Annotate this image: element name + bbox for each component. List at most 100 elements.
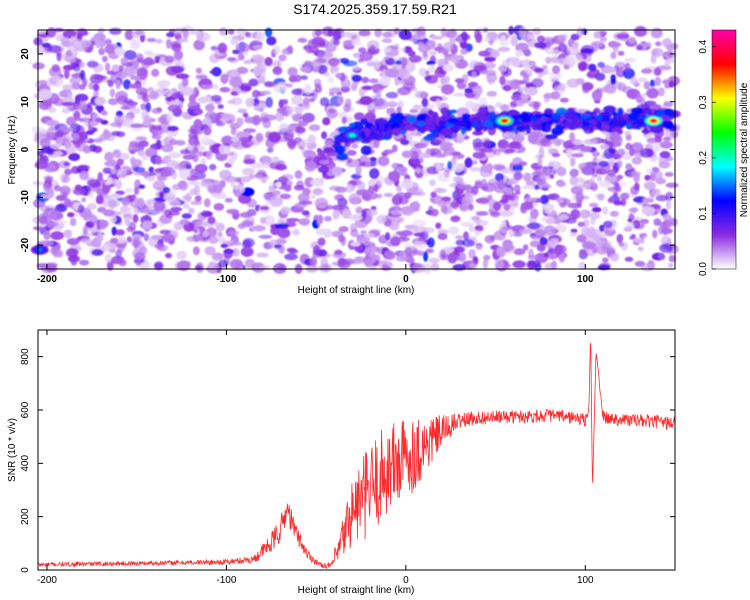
- heatmap-cell: [232, 49, 240, 55]
- heatmap-cell: [253, 174, 264, 179]
- heatmap-cell: [167, 104, 181, 113]
- heatmap-cell: [314, 83, 322, 88]
- heatmap-cell: [394, 60, 402, 65]
- heatmap-cell: [625, 142, 633, 151]
- heatmap-cell: [433, 187, 447, 194]
- heatmap-cell: [310, 179, 322, 186]
- heatmap-cell: [652, 170, 663, 180]
- heatmap-cell: [486, 90, 498, 97]
- heatmap-cell: [101, 242, 116, 252]
- heatmap-cell: [669, 43, 679, 50]
- heatmap-cell: [386, 107, 396, 115]
- heatmap-cell: [261, 179, 267, 184]
- heatmap-cell: [242, 112, 249, 118]
- heatmap-cell: [126, 226, 136, 233]
- heatmap-cell: [510, 35, 518, 47]
- heatmap-cell: [334, 249, 343, 256]
- heatmap-cell: [475, 211, 489, 216]
- heatmap-cell: [235, 42, 250, 54]
- heatmap-cell: [644, 181, 656, 190]
- heatmap-cell: [193, 109, 203, 115]
- colorbar-tick-label: 0.4: [698, 39, 709, 53]
- heatmap-cell: [564, 111, 577, 121]
- heatmap-cell: [129, 75, 141, 81]
- heatmap-cell: [319, 159, 330, 165]
- heatmap-cell: [659, 243, 673, 253]
- heatmap-cell: [49, 210, 63, 221]
- heatmap-cell: [145, 102, 151, 113]
- heatmap-cell: [71, 82, 81, 90]
- heatmap-cell: [193, 118, 203, 130]
- heatmap-cell: [124, 29, 134, 41]
- heatmap-cell: [449, 109, 458, 114]
- heatmap-cell: [93, 75, 107, 80]
- heatmap-cell: [104, 160, 116, 167]
- heatmap-cell: [430, 208, 439, 217]
- heatmap-cell: [360, 145, 372, 156]
- heatmap-cell: [234, 189, 242, 198]
- x-tick-label: 0: [403, 575, 409, 586]
- heatmap-cell: [416, 26, 426, 37]
- heatmap-cell: [239, 212, 253, 218]
- heatmap-cell: [64, 143, 77, 155]
- heatmap-cell: [272, 190, 282, 196]
- heatmap-cell: [165, 65, 179, 76]
- heatmap-cell: [218, 144, 227, 155]
- heatmap-cell: [93, 90, 100, 97]
- heatmap-cell: [548, 193, 560, 201]
- heatmap-cell: [539, 138, 552, 147]
- heatmap-cell: [642, 197, 655, 203]
- heatmap-cell: [499, 210, 514, 217]
- heatmap-cell: [314, 197, 329, 209]
- heatmap-cell: [572, 54, 584, 64]
- heatmap-cell: [291, 95, 303, 105]
- heatmap-cell: [533, 101, 540, 111]
- heatmap-cell: [374, 28, 383, 38]
- colorbar-ticks: 0.0 0.1 0.2 0.3 0.4: [698, 39, 716, 276]
- heatmap-cell: [346, 157, 352, 164]
- heatmap-cell: [668, 255, 676, 263]
- heatmap-cell: [268, 131, 281, 143]
- heatmap-cell: [499, 104, 510, 111]
- heatmap-cell: [165, 252, 172, 259]
- heatmap-cell: [324, 215, 332, 222]
- heatmap-cell: [557, 57, 569, 66]
- heatmap-cell: [659, 151, 671, 159]
- heatmap-cell: [285, 218, 300, 222]
- heatmap-cell: [243, 128, 257, 134]
- heatmap-cell: [597, 61, 605, 68]
- heatmap-cell: [523, 74, 530, 84]
- heatmap-cell: [658, 87, 665, 97]
- heatmap-cell: [533, 67, 544, 73]
- y-tick-label: 0: [20, 567, 31, 573]
- heatmap-cell: [328, 57, 340, 67]
- heatmap-cell: [366, 209, 378, 217]
- heatmap-cell: [236, 66, 249, 75]
- heatmap-cell: [135, 136, 147, 141]
- heatmap-cell: [646, 137, 659, 144]
- heatmap-cell: [471, 71, 477, 79]
- heatmap-cell: [176, 250, 187, 260]
- heatmap-cell: [164, 55, 175, 63]
- heatmap-cell: [195, 67, 202, 74]
- heatmap-cell: [490, 211, 501, 218]
- heatmap-cell: [442, 64, 454, 72]
- heatmap-cell: [517, 125, 525, 130]
- heatmap-cell: [280, 206, 291, 215]
- heatmap-cell: [437, 200, 447, 207]
- heatmap-cell: [192, 228, 198, 233]
- heatmap-cell: [169, 99, 182, 105]
- heatmap-cell: [578, 162, 591, 172]
- heatmap-cell: [130, 123, 144, 128]
- heatmap-cell: [279, 193, 291, 200]
- heatmap-cell: [413, 241, 427, 250]
- heatmap-cell: [590, 212, 601, 220]
- heatmap-cell: [324, 72, 331, 78]
- heatmap-cell: [218, 259, 229, 268]
- heatmap-cell: [179, 219, 190, 226]
- heatmap-cell: [212, 83, 219, 90]
- heatmap-cell: [436, 58, 446, 67]
- heatmap-cell: [478, 97, 488, 108]
- heatmap-cell: [258, 234, 273, 239]
- heatmap-cell: [278, 54, 287, 62]
